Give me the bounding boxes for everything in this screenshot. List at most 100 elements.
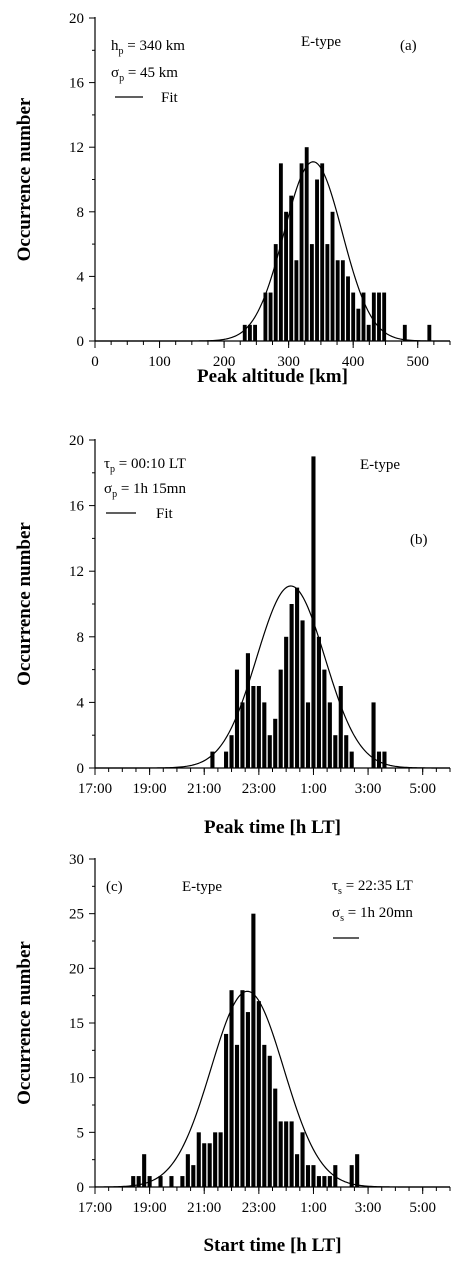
- y-tick-label-c-4: 20: [69, 961, 84, 977]
- bar-b-10: [273, 718, 278, 768]
- bar-a-22: [361, 292, 366, 341]
- bar-c-22: [267, 1055, 272, 1187]
- bar-b-25: [371, 702, 376, 768]
- x-tick-label-a-5: 500: [406, 354, 429, 370]
- x-tick-label-b-1: 19:00: [133, 781, 167, 797]
- bar-b-6: [251, 686, 256, 768]
- bar-b-2: [229, 735, 234, 768]
- bar-a-17: [335, 260, 340, 341]
- bar-b-21: [333, 735, 338, 768]
- bar-b-26: [376, 751, 382, 768]
- bar-c-35: [349, 1165, 354, 1187]
- bar-a-21: [356, 308, 361, 341]
- bar-c-14: [224, 1033, 229, 1187]
- bar-a-7: [284, 211, 288, 341]
- stat-line-c-1: σs = 1h 20mn: [332, 905, 413, 924]
- x-tick-label-a-0: 0: [91, 354, 99, 370]
- bar-a-9: [294, 260, 299, 341]
- bar-c-20: [256, 1001, 261, 1187]
- x-tick-label-b-3: 23:00: [242, 781, 276, 797]
- bar-a-25: [377, 292, 381, 341]
- y-tick-label-a-5: 20: [69, 11, 84, 27]
- y-tick-label-b-3: 12: [69, 564, 84, 580]
- bar-c-7: [185, 1154, 190, 1187]
- y-tick-label-c-3: 15: [69, 1016, 84, 1032]
- bar-c-9: [196, 1132, 201, 1187]
- chart-panel-c: 0 5 10 15 20 25 30 17:00 19:00 21:00 23:00 1:00 3:00…: [14, 852, 451, 1256]
- bar-b-5: [245, 653, 250, 768]
- bar-c-13: [218, 1132, 223, 1187]
- y-axis-title-b: Occurrence number: [14, 522, 35, 686]
- bar-b-16: [305, 702, 311, 768]
- x-tick-label-a-3: 300: [277, 354, 300, 370]
- bar-c-25: [284, 1121, 289, 1187]
- bar-c-2: [142, 1154, 147, 1187]
- bar-c-24: [278, 1121, 283, 1187]
- x-tick-label-b-5: 3:00: [355, 781, 382, 797]
- panel-label-a: (a): [400, 38, 417, 54]
- bar-b-24: [349, 751, 354, 768]
- bar-c-5: [169, 1176, 174, 1187]
- bar-a-4: [268, 292, 273, 341]
- fit-curve-c: [94, 990, 450, 1188]
- bar-b-13: [289, 604, 294, 768]
- bar-b-7: [256, 686, 261, 768]
- x-tick-label-b-4: 1:00: [300, 781, 327, 797]
- bar-a-13: [315, 179, 319, 341]
- x-tick-label-c-1: 19:00: [133, 1200, 167, 1216]
- bar-c-17: [240, 990, 245, 1187]
- x-axis-title-b: Peak time [h LT]: [204, 817, 341, 838]
- chart-panel-b: 0 4 8 12 16 20 17:00 19:00 21:00 23:00 1:00 3:00 5:0…: [14, 433, 451, 838]
- y-axis-title-a: Occurrence number: [14, 97, 35, 261]
- bar-b-23: [344, 735, 349, 768]
- stat-line-c-0: τs = 22:35 LT: [332, 878, 413, 897]
- x-tick-label-c-6: 5:00: [409, 1200, 436, 1216]
- bar-a-20: [351, 292, 356, 341]
- bar-c-30: [311, 1165, 316, 1187]
- panel-label-b: (b): [410, 532, 428, 548]
- bar-c-26: [289, 1121, 294, 1187]
- y-tick-label-a-2: 8: [77, 205, 85, 221]
- x-axis-title-a: Peak altitude [km]: [197, 366, 348, 387]
- bar-c-4: [158, 1176, 163, 1187]
- bar-c-16: [234, 1044, 240, 1187]
- bar-c-18: [245, 1012, 250, 1187]
- stat-line-a-1: σp = 45 km: [111, 65, 178, 84]
- bar-a-2: [253, 324, 258, 341]
- y-tick-label-b-4: 16: [69, 499, 85, 515]
- bar-a-10: [299, 163, 304, 341]
- x-tick-label-b-0: 17:00: [78, 781, 112, 797]
- y-axis-title-c: Occurrence number: [14, 941, 35, 1105]
- panel-label-c: (c): [106, 879, 123, 895]
- x-tick-label-a-4: 400: [342, 354, 365, 370]
- bar-c-6: [180, 1176, 185, 1187]
- bar-c-1: [136, 1176, 141, 1187]
- bar-c-23: [273, 1088, 278, 1187]
- stat-line-a-0: hp = 340 km: [111, 38, 185, 57]
- y-tick-label-b-0: 0: [77, 761, 85, 777]
- bar-a-5: [273, 244, 278, 341]
- bar-c-32: [322, 1176, 327, 1187]
- x-tick-label-c-2: 21:00: [187, 1200, 221, 1216]
- bar-a-8: [289, 195, 294, 341]
- bar-c-29: [305, 1165, 311, 1187]
- x-tick-label-c-0: 17:00: [78, 1200, 112, 1216]
- legend-label-b: Fit: [156, 506, 174, 522]
- bar-a-27: [402, 324, 407, 341]
- bar-a-18: [340, 260, 345, 341]
- y-tick-label-a-1: 4: [77, 269, 85, 285]
- y-tick-label-c-5: 25: [69, 907, 84, 923]
- y-tick-label-c-0: 0: [77, 1180, 85, 1196]
- bar-c-15: [229, 990, 234, 1187]
- type-label-b: E-type: [360, 457, 400, 473]
- bar-a-26: [382, 292, 387, 341]
- x-tick-label-a-1: 100: [148, 354, 171, 370]
- y-tick-label-b-1: 4: [77, 695, 85, 711]
- bar-a-6: [278, 163, 283, 341]
- bar-a-12: [309, 244, 314, 341]
- bar-c-21: [262, 1044, 267, 1187]
- bar-b-18: [316, 636, 321, 768]
- bar-b-22: [338, 686, 343, 768]
